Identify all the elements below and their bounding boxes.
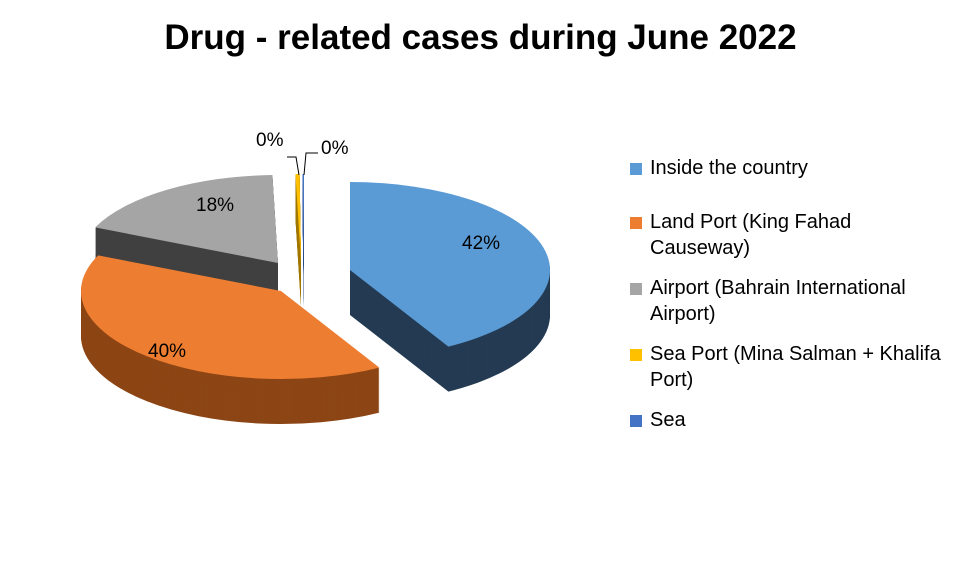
legend-label: Sea Port (Mina Salman + Khalifa Port) [650, 343, 941, 391]
legend-label: Land Port (King Fahad Causeway) [650, 211, 852, 259]
chart-title: Drug - related cases during June 2022 [164, 18, 797, 57]
data-label-airport: 18% [196, 195, 235, 216]
pie-slice-airport [95, 175, 279, 263]
pie-slice-land-port [80, 255, 380, 380]
legend-swatch [630, 217, 642, 229]
legend-swatch [630, 163, 642, 175]
data-label-sea-port: 0% [256, 130, 284, 151]
legend-label: Airport (Bahrain International Airport) [650, 277, 906, 325]
legend-item-inside-country: Inside the country [630, 155, 960, 181]
legend: Inside the country Land Port (King Fahad… [630, 155, 960, 453]
legend-swatch [630, 283, 642, 295]
legend-label: Sea [650, 409, 686, 431]
legend-item-sea-port: Sea Port (Mina Salman + Khalifa Port) [630, 341, 960, 393]
legend-swatch [630, 415, 642, 427]
legend-item-sea: Sea [630, 407, 960, 433]
data-label-sea: 0% [321, 138, 349, 159]
leader-line-sea [303, 152, 318, 176]
legend-item-airport: Airport (Bahrain International Airport) [630, 275, 960, 327]
data-label-inside-country: 42% [462, 233, 501, 254]
leader-line-sea-port [287, 156, 300, 176]
pie-slice-sea-port [295, 174, 301, 262]
legend-label: Inside the country [650, 157, 808, 179]
legend-item-land-port: Land Port (King Fahad Causeway) [630, 209, 860, 261]
data-label-land-port: 40% [148, 341, 187, 362]
pie-slice-sea [302, 174, 304, 262]
legend-swatch [630, 349, 642, 361]
pie-slice-inside-country [350, 182, 550, 347]
